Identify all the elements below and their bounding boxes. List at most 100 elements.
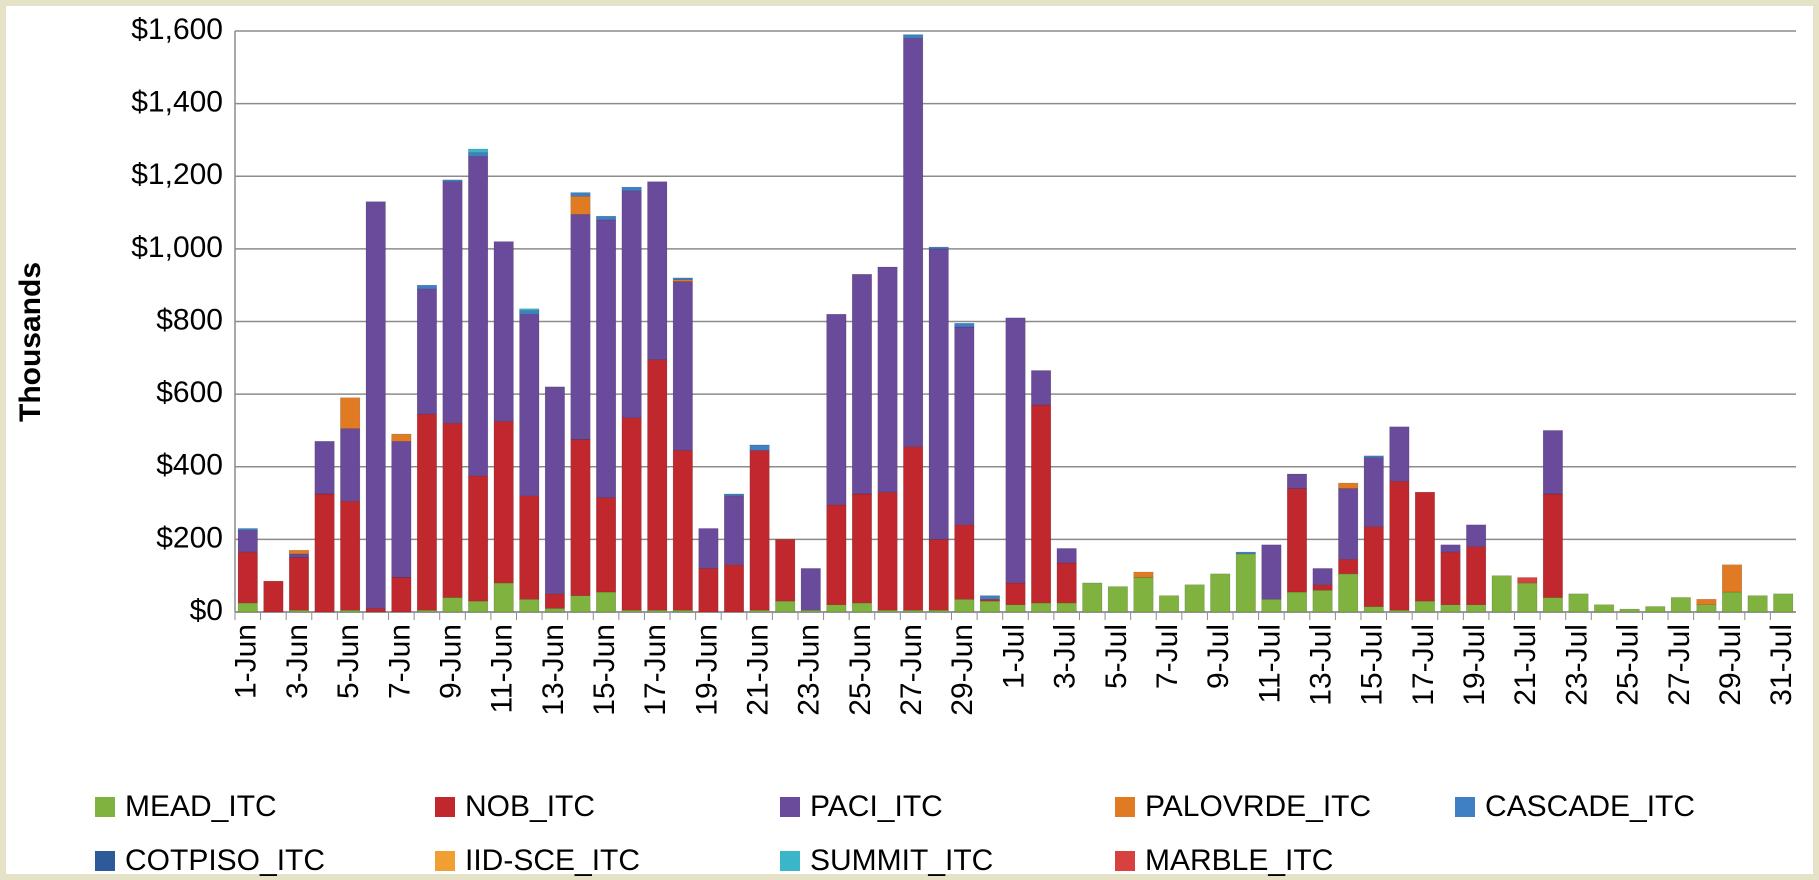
bar-segment bbox=[621, 190, 642, 418]
y-tick-label: $1,000 bbox=[131, 231, 223, 264]
x-tick-label: 11-Jul bbox=[1253, 624, 1286, 703]
bar-segment bbox=[724, 564, 744, 613]
y-axis-label: Thousands bbox=[14, 262, 47, 422]
bar-segment bbox=[1056, 562, 1077, 604]
bar-segment bbox=[1005, 604, 1026, 613]
x-tick-label: 13-Jun bbox=[537, 624, 570, 716]
bar-segment bbox=[672, 450, 693, 611]
bar-segment bbox=[1466, 546, 1487, 605]
bar-segment bbox=[775, 600, 796, 613]
bar-segment bbox=[1184, 584, 1205, 613]
bar-segment bbox=[1031, 602, 1052, 613]
bar-segment bbox=[1619, 608, 1640, 613]
bar-segment bbox=[289, 557, 309, 611]
bar-segment bbox=[1312, 589, 1333, 613]
bar-segment bbox=[1389, 426, 1410, 482]
bar-segment bbox=[851, 602, 872, 613]
x-tick-label: 13-Jul bbox=[1305, 624, 1338, 706]
bar-segment bbox=[570, 195, 591, 215]
bar-segment bbox=[903, 609, 924, 613]
x-tick-label: 27-Jul bbox=[1663, 624, 1696, 706]
legend-label: SUMMIT_ITC bbox=[810, 844, 993, 877]
bar-segment bbox=[647, 609, 668, 613]
bar-segment bbox=[749, 444, 770, 451]
y-tick-label: $600 bbox=[156, 376, 223, 409]
x-tick-label: 29-Jun bbox=[946, 624, 979, 716]
bar-segment bbox=[596, 215, 617, 221]
x-tick-label: 31-Jul bbox=[1765, 624, 1798, 706]
bar-segment bbox=[1363, 526, 1384, 607]
bar-segment bbox=[1287, 488, 1307, 593]
bar-segment bbox=[1056, 602, 1077, 613]
bar-segment bbox=[570, 214, 591, 440]
bar-segment bbox=[826, 313, 847, 506]
bar-segment bbox=[672, 277, 693, 280]
bar-segment bbox=[1594, 604, 1615, 613]
y-tick-label: $1,600 bbox=[131, 13, 223, 46]
bar-segment bbox=[928, 539, 949, 611]
bar-segment bbox=[314, 493, 335, 613]
bar-segment bbox=[877, 491, 898, 611]
bar-segment bbox=[1005, 582, 1026, 605]
bar-segment bbox=[1389, 609, 1410, 613]
bar-segment bbox=[1542, 493, 1563, 598]
x-tick-label: 17-Jun bbox=[639, 624, 672, 716]
bar-segment bbox=[1568, 593, 1589, 613]
bar-segment bbox=[340, 428, 361, 502]
bar-segment bbox=[570, 192, 591, 197]
bar-segment bbox=[442, 181, 463, 424]
legend-swatch bbox=[780, 851, 800, 871]
bar-segment bbox=[1235, 553, 1256, 613]
bar-segment bbox=[1517, 582, 1538, 613]
bar-segment bbox=[391, 577, 412, 613]
y-tick-label: $800 bbox=[156, 303, 223, 336]
bar-segment bbox=[954, 323, 975, 328]
bar-segment bbox=[1363, 606, 1384, 613]
bar-segment bbox=[1542, 597, 1563, 613]
x-tick-label: 15-Jun bbox=[588, 624, 621, 716]
bar-segment bbox=[979, 595, 1000, 600]
bar-segment bbox=[621, 186, 642, 192]
x-tick-label: 19-Jun bbox=[690, 624, 723, 716]
bar-segment bbox=[1363, 457, 1384, 527]
bar-segment bbox=[1389, 481, 1410, 611]
legend-label: COTPISO_ITC bbox=[125, 844, 325, 877]
bar-segment bbox=[468, 156, 489, 477]
bar-segment bbox=[826, 504, 847, 605]
bar-segment bbox=[1031, 370, 1052, 406]
bar-segment bbox=[1261, 599, 1282, 613]
bar-segment bbox=[519, 599, 540, 613]
bar-segment bbox=[1440, 551, 1461, 605]
bar-segment bbox=[544, 593, 565, 609]
bar-segment bbox=[979, 599, 1000, 602]
bar-segment bbox=[442, 422, 463, 598]
bar-segment bbox=[672, 281, 693, 451]
legend-label: MEAD_ITC bbox=[125, 790, 277, 823]
bar-segment bbox=[954, 524, 975, 600]
bar-segment bbox=[468, 148, 489, 153]
y-tick-label: $400 bbox=[156, 449, 223, 482]
bar-segment bbox=[724, 493, 744, 497]
bar-segment bbox=[468, 152, 489, 157]
bar-segment bbox=[1440, 544, 1461, 553]
y-tick-label: $1,400 bbox=[131, 86, 223, 119]
bar-segment bbox=[442, 597, 463, 613]
bar-segment bbox=[698, 528, 719, 569]
bar-segment bbox=[493, 421, 514, 584]
bar-segment bbox=[237, 530, 258, 553]
bar-segment bbox=[1082, 582, 1103, 613]
bar-segment bbox=[596, 497, 617, 593]
bar-segment bbox=[519, 308, 540, 311]
bar-segment bbox=[826, 604, 847, 613]
bar-segment bbox=[903, 446, 924, 611]
legend-label: PACI_ITC bbox=[810, 790, 943, 823]
bar-segment bbox=[1107, 586, 1128, 613]
bar-segment bbox=[596, 219, 617, 498]
legend-swatch bbox=[780, 797, 800, 817]
bar-segment bbox=[263, 580, 284, 613]
bar-segment bbox=[1722, 591, 1742, 613]
x-tick-label: 1-Jul bbox=[997, 624, 1030, 689]
legend-label: MARBLE_ITC bbox=[1145, 844, 1333, 877]
bar-segment bbox=[1287, 473, 1307, 489]
bar-segment bbox=[1440, 604, 1461, 613]
